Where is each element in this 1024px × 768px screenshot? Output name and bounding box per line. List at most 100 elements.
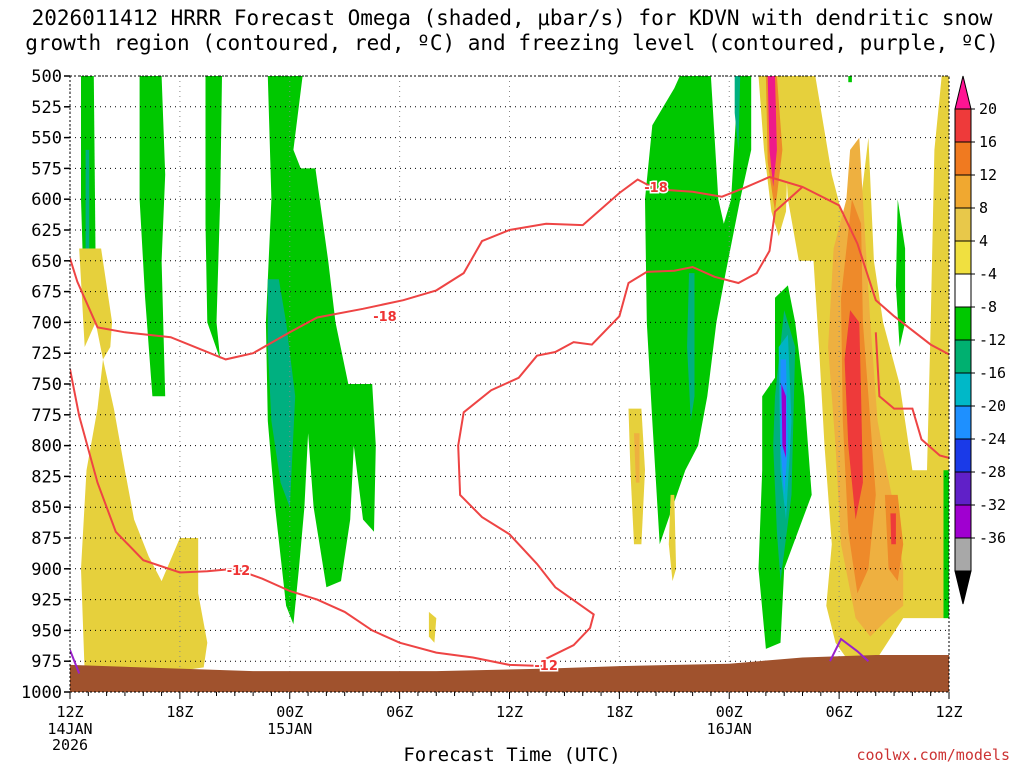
omega-region-27 [890,513,896,545]
colorbar-label-11: -28 [979,463,1006,481]
colorbar-swatch-1 [954,108,972,143]
y-tick-label-600: 600 [31,190,62,210]
y-tick-label-700: 700 [31,313,62,333]
omega-region-8 [687,273,695,421]
colorbar-swatch-11 [954,438,972,473]
colorbar-bottom-arrow [954,570,972,605]
omega-region-4 [265,76,376,625]
omega-region-20 [668,494,677,582]
site-credit[interactable]: coolwx.com/models [856,746,1010,764]
omega-region-3 [205,76,222,360]
x-tick-label-48: 12Z [935,703,962,721]
omega-shading [79,76,949,674]
omega-region-31 [943,470,949,619]
omega-region-16 [79,248,113,360]
colorbar-swatch-5 [954,240,972,275]
omega-region-25 [844,310,863,520]
y-tick-label-775: 775 [31,406,62,426]
freezing-contour-0 [70,649,81,674]
colorbar-label-13: -36 [979,529,1006,547]
dgz-contour-3 [874,332,949,459]
omega-region-5 [267,279,296,508]
x-year-label-0: 2026 [52,736,88,754]
axes: 500 525 550 575 600 625 650 675 700 725 750 775 800 8… [21,67,963,754]
colorbar-swatch-2 [954,141,972,176]
colorbar-label-8: -16 [979,364,1006,382]
colorbar-label-3: 8 [979,199,988,217]
contour-label-1: -18 [644,181,668,196]
omega-region-14 [895,199,906,347]
y-tick-label-875: 875 [31,529,62,549]
y-tick-label-575: 575 [31,159,62,179]
x-tick-label-6: 18Z [166,703,193,721]
omega-region-15 [848,76,852,83]
colorbar-label-10: -24 [979,430,1006,448]
chart-title-line-1: 2026011412 HRRR Forecast Omega (shaded, … [31,6,993,30]
colorbar-label-1: 16 [979,133,997,151]
y-tick-label-625: 625 [31,221,62,241]
y-tick-label-750: 750 [31,375,62,395]
y-tick-label-925: 925 [31,591,62,611]
omega-region-2 [139,76,166,397]
colorbar-swatch-3 [954,174,972,209]
colorbar-swatch-4 [954,207,972,242]
colorbar-label-12: -32 [979,496,1006,514]
y-tick-label-975: 975 [31,652,62,672]
dgz-contour-2 [70,369,547,668]
colorbar-swatch-10 [954,405,972,440]
contour-labels: -18 -18 -12 -12 [225,179,669,675]
colorbar-swatch-13 [954,504,972,539]
contours [70,175,949,674]
y-tick-label-825: 825 [31,467,62,487]
x-axis-title: Forecast Time (UTC) [403,744,621,766]
x-date-label-36: 16JAN [707,720,752,738]
colorbar-label-4: 4 [979,232,988,250]
contour-label-0: -18 [373,310,397,325]
freezing-contour-1 [829,637,870,662]
colorbar-swatch-9 [954,372,972,407]
omega-region-1 [85,149,90,261]
x-tick-label-36: 00Z [716,703,743,721]
colorbar-label-5: -4 [979,265,997,283]
colorbar-label-7: -12 [979,331,1006,349]
omega-region-30 [767,76,777,187]
y-tick-label-850: 850 [31,498,62,518]
colorbar-label-0: 20 [979,100,997,118]
x-tick-label-0: 12Z [56,703,83,721]
colorbar-swatch-12 [954,471,972,506]
y-tick-label-550: 550 [31,129,62,149]
terrain [70,655,949,692]
x-tick-label-30: 18Z [606,703,633,721]
omega-region-6 [645,76,752,545]
omega-region-17 [81,359,208,674]
terrain-fill [70,655,949,692]
colorbar-swatch-7 [954,306,972,341]
y-tick-label-525: 525 [31,98,62,118]
y-tick-label-500: 500 [31,67,62,87]
omega-region-13 [781,384,786,458]
omega-region-7 [734,76,741,150]
y-tick-label-900: 900 [31,560,62,580]
x-tick-label-18: 06Z [386,703,413,721]
colorbar-top-arrow [954,75,972,110]
colorbar-label-6: -8 [979,298,997,316]
x-date-label-12: 15JAN [267,720,312,738]
contour-label-3: -12 [534,659,558,674]
colorbar-swatch-6 [954,273,972,308]
x-tick-label-12: 00Z [276,703,303,721]
colorbar: 20 16 12 8 4 -4 -8 -12 -16 -20 -24 -28 -32 -36 [954,75,1006,605]
y-tick-label-1000: 1000 [21,683,62,703]
colorbar-swatch-8 [954,339,972,374]
colorbar-label-9: -20 [979,397,1006,415]
x-date-label-0: 14JAN [47,720,92,738]
omega-region-21 [428,611,437,643]
y-tick-label-800: 800 [31,437,62,457]
y-tick-label-650: 650 [31,252,62,272]
y-tick-label-675: 675 [31,283,62,303]
contour-label-2: -12 [227,564,251,579]
dgz-contour-0 [70,175,949,361]
y-tick-label-725: 725 [31,344,62,364]
x-tick-label-42: 06Z [826,703,853,721]
y-tick-label-950: 950 [31,621,62,641]
